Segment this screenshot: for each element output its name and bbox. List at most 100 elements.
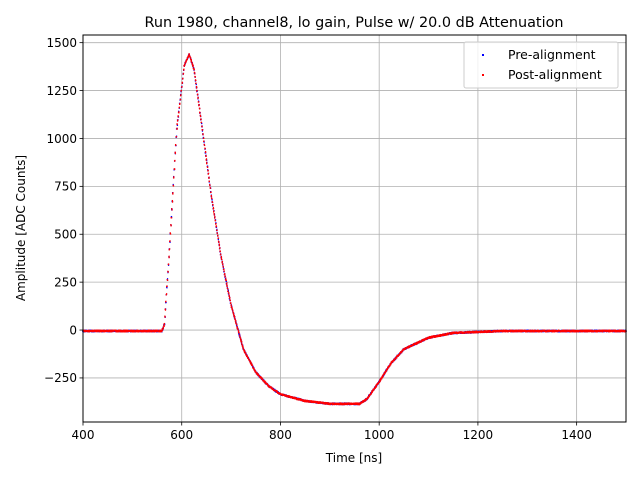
data-point — [213, 211, 215, 213]
data-point — [227, 290, 229, 293]
data-point — [118, 329, 120, 332]
data-point — [206, 161, 208, 163]
data-point — [241, 343, 243, 345]
data-point — [325, 402, 327, 405]
data-point — [92, 330, 94, 332]
data-point — [175, 144, 177, 147]
data-point — [173, 168, 175, 170]
data-point — [197, 101, 200, 103]
data-point — [299, 398, 301, 400]
data-point — [195, 83, 197, 86]
data-point — [284, 394, 286, 396]
data-point — [326, 402, 328, 405]
data-point — [126, 329, 128, 331]
data-point — [296, 399, 298, 401]
data-point — [119, 329, 121, 331]
data-point — [226, 287, 228, 289]
data-point — [221, 261, 223, 263]
data-point — [246, 355, 248, 357]
data-point — [264, 383, 267, 385]
data-point — [99, 329, 102, 331]
data-point — [169, 240, 171, 243]
data-point — [354, 402, 357, 404]
data-point — [104, 329, 106, 331]
data-point — [161, 329, 163, 331]
data-point — [233, 316, 235, 318]
data-point — [216, 229, 218, 231]
data-point — [141, 331, 143, 333]
data-point — [237, 331, 240, 333]
data-point — [225, 280, 228, 283]
data-point — [173, 177, 175, 179]
data-point — [170, 225, 172, 227]
data-point — [298, 399, 300, 401]
data-point — [286, 394, 288, 397]
data-point — [188, 55, 191, 57]
data-point — [200, 118, 202, 120]
data-point — [296, 398, 299, 400]
data-point — [199, 114, 202, 116]
data-point — [247, 357, 249, 359]
data-point — [207, 170, 209, 172]
data-point — [212, 206, 215, 209]
data-point — [186, 57, 188, 60]
data-point — [261, 377, 263, 379]
data-point — [162, 326, 164, 328]
data-point — [136, 329, 138, 331]
data-point — [195, 87, 198, 89]
data-point — [238, 333, 240, 335]
data-point — [223, 271, 225, 273]
data-point — [231, 305, 233, 308]
data-point — [603, 331, 605, 333]
data-point — [225, 278, 227, 281]
data-point — [249, 360, 251, 362]
data-point — [126, 330, 128, 333]
data-point — [236, 323, 238, 325]
data-point — [168, 249, 170, 251]
data-point — [304, 401, 306, 403]
data-point — [166, 287, 168, 289]
data-point — [220, 256, 223, 258]
data-point — [135, 331, 137, 333]
data-point — [233, 315, 235, 317]
data-point — [86, 330, 88, 332]
data-point — [327, 402, 329, 404]
data-point — [208, 177, 210, 179]
data-point — [105, 330, 107, 332]
data-point — [246, 354, 248, 356]
data-point — [183, 68, 185, 70]
data-point — [170, 217, 172, 219]
data-point — [238, 332, 240, 334]
data-point — [226, 284, 228, 286]
data-point — [208, 176, 210, 178]
data-point — [152, 331, 154, 333]
data-point — [231, 308, 233, 310]
data-point — [167, 271, 169, 273]
data-point — [161, 330, 163, 332]
data-point — [100, 330, 102, 332]
data-point — [172, 185, 175, 187]
data-point — [155, 330, 157, 332]
data-point — [244, 350, 246, 352]
data-point — [246, 356, 249, 358]
data-point — [177, 119, 179, 121]
data-point — [225, 277, 227, 279]
data-point — [150, 329, 152, 331]
data-point — [133, 330, 135, 333]
data-point — [240, 339, 242, 341]
data-point — [238, 330, 240, 332]
data-point — [175, 136, 177, 138]
data-point — [138, 330, 140, 333]
data-point — [190, 59, 192, 61]
data-point — [327, 403, 329, 405]
data-point — [162, 327, 165, 329]
data-point — [166, 279, 169, 281]
data-point — [200, 115, 202, 118]
data-point — [86, 330, 88, 333]
data-point — [91, 331, 93, 333]
data-point — [220, 257, 222, 259]
data-point — [180, 89, 182, 92]
data-point — [117, 331, 119, 333]
data-point — [201, 130, 204, 132]
